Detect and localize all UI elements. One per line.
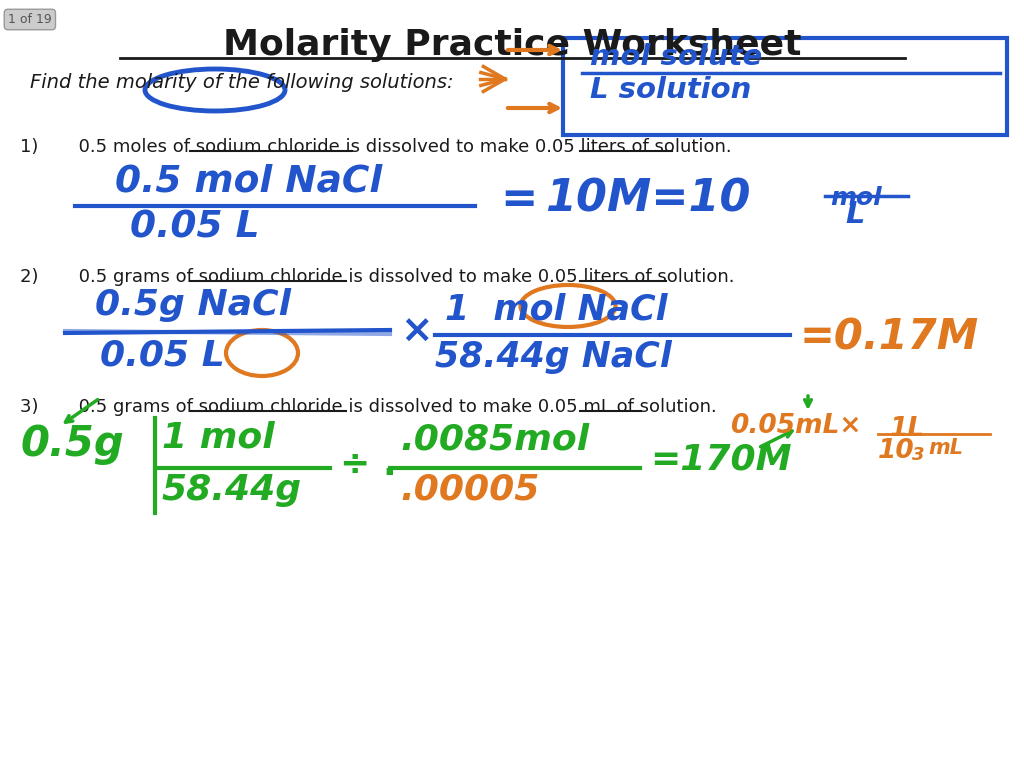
Text: 0.05 L: 0.05 L — [130, 210, 259, 246]
Text: 0.5g: 0.5g — [20, 423, 124, 465]
Text: =170M: =170M — [650, 443, 792, 477]
Text: .00005: .00005 — [400, 473, 540, 507]
Text: 1 mol: 1 mol — [162, 420, 274, 454]
Text: ×: × — [400, 313, 432, 351]
Text: 1L: 1L — [890, 416, 925, 442]
Text: 3: 3 — [912, 446, 925, 464]
Text: 58.44g: 58.44g — [162, 473, 302, 507]
Text: 2)       0.5 grams of sodium chloride is dissolved to make 0.05 liters of soluti: 2) 0.5 grams of sodium chloride is disso… — [20, 268, 734, 286]
Text: 1  mol NaCl: 1 mol NaCl — [445, 293, 668, 327]
Text: =: = — [500, 178, 538, 221]
Text: ÷ .: ÷ . — [340, 448, 396, 482]
Text: 58.44g NaCl: 58.44g NaCl — [435, 340, 672, 374]
Text: 3)       0.5 grams of sodium chloride is dissolved to make 0.05 mL of solution.: 3) 0.5 grams of sodium chloride is disso… — [20, 398, 717, 416]
Text: 0.05 L: 0.05 L — [100, 338, 224, 372]
Text: Molarity Practice Worksheet: Molarity Practice Worksheet — [223, 28, 801, 62]
Text: mol: mol — [830, 186, 882, 210]
Text: 1)       0.5 moles of sodium chloride is dissolved to make 0.05 liters of soluti: 1) 0.5 moles of sodium chloride is disso… — [20, 138, 731, 156]
Text: 0.05mL×: 0.05mL× — [730, 413, 861, 439]
Text: mol solute: mol solute — [590, 43, 762, 71]
Text: 0.5g NaCl: 0.5g NaCl — [95, 288, 291, 322]
Text: L solution: L solution — [590, 76, 752, 104]
Text: =0.17M: =0.17M — [800, 316, 979, 358]
Text: 10M=10: 10M=10 — [545, 178, 751, 221]
Text: 1 of 19: 1 of 19 — [8, 13, 52, 26]
Text: 10: 10 — [878, 438, 914, 464]
Text: Find the molarity of the following solutions:: Find the molarity of the following solut… — [30, 73, 454, 92]
Text: mL: mL — [928, 438, 963, 458]
Text: 0.5 mol NaCl: 0.5 mol NaCl — [115, 163, 382, 199]
Text: L: L — [845, 200, 864, 229]
Text: .0085mol: .0085mol — [400, 423, 589, 457]
